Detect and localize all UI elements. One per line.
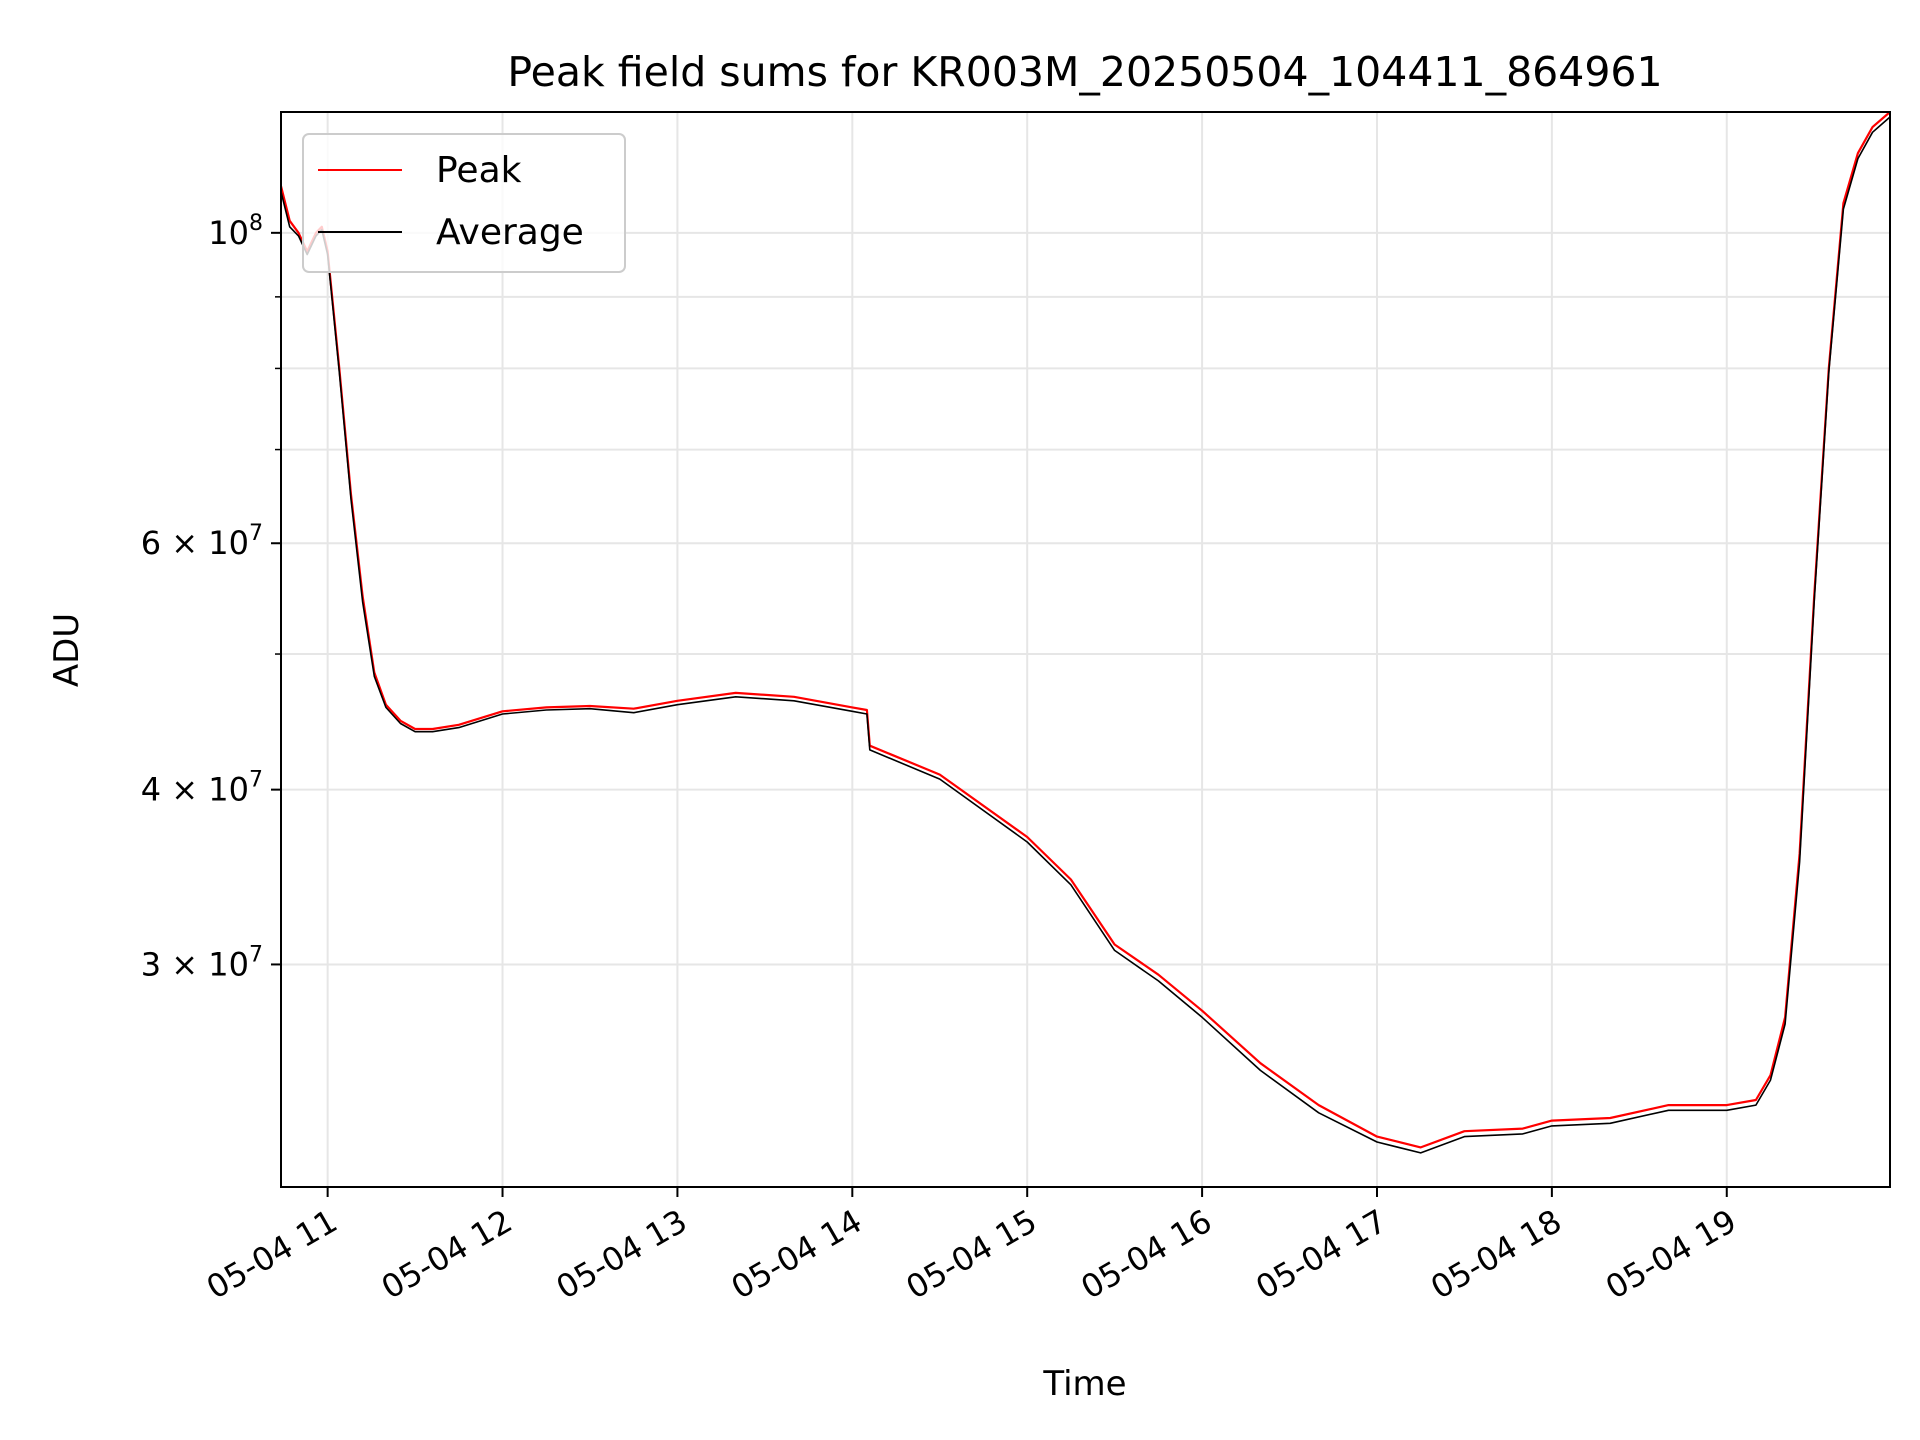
y-tick-label: 6 × 107: [141, 521, 263, 562]
legend-label-average: Average: [436, 212, 584, 253]
x-tick-label: 05-04 15: [900, 1202, 1044, 1307]
x-tick-label: 05-04 17: [1249, 1202, 1393, 1307]
x-tick-label: 05-04 16: [1074, 1202, 1218, 1307]
x-tick-label: 05-04 18: [1424, 1202, 1568, 1307]
x-tick-label: 05-04 13: [550, 1202, 694, 1307]
chart-title: Peak field sums for KR003M_20250504_1044…: [507, 48, 1662, 96]
legend-box: [302, 133, 626, 273]
y-tick-label: 3 × 107: [141, 942, 263, 983]
x-axis-label: Time: [1042, 1364, 1126, 1404]
y-tick-label: 108: [208, 211, 263, 252]
legend-label-peak: Peak: [436, 150, 522, 191]
series-layer: [279, 111, 1891, 1154]
x-tick-label: 05-04 19: [1599, 1202, 1743, 1307]
y-axis-label: ADU: [47, 613, 87, 687]
plot-frame: [280, 111, 1891, 1188]
y-axis: 3 × 107 4 × 107 6 × 107 108: [141, 211, 281, 983]
x-tick-label: 05-04 11: [200, 1202, 344, 1307]
series-line-average: [280, 116, 1891, 1154]
x-axis: 05-04 11 05-04 12 05-04 13 05-04 14 05-04 15…: [200, 1187, 1743, 1307]
x-tick-label: 05-04 12: [375, 1202, 519, 1307]
legend: Peak Average: [302, 133, 626, 273]
y-tick-label: 4 × 107: [141, 768, 263, 809]
grid: [281, 112, 1890, 1187]
x-tick-label: 05-04 14: [725, 1202, 869, 1307]
